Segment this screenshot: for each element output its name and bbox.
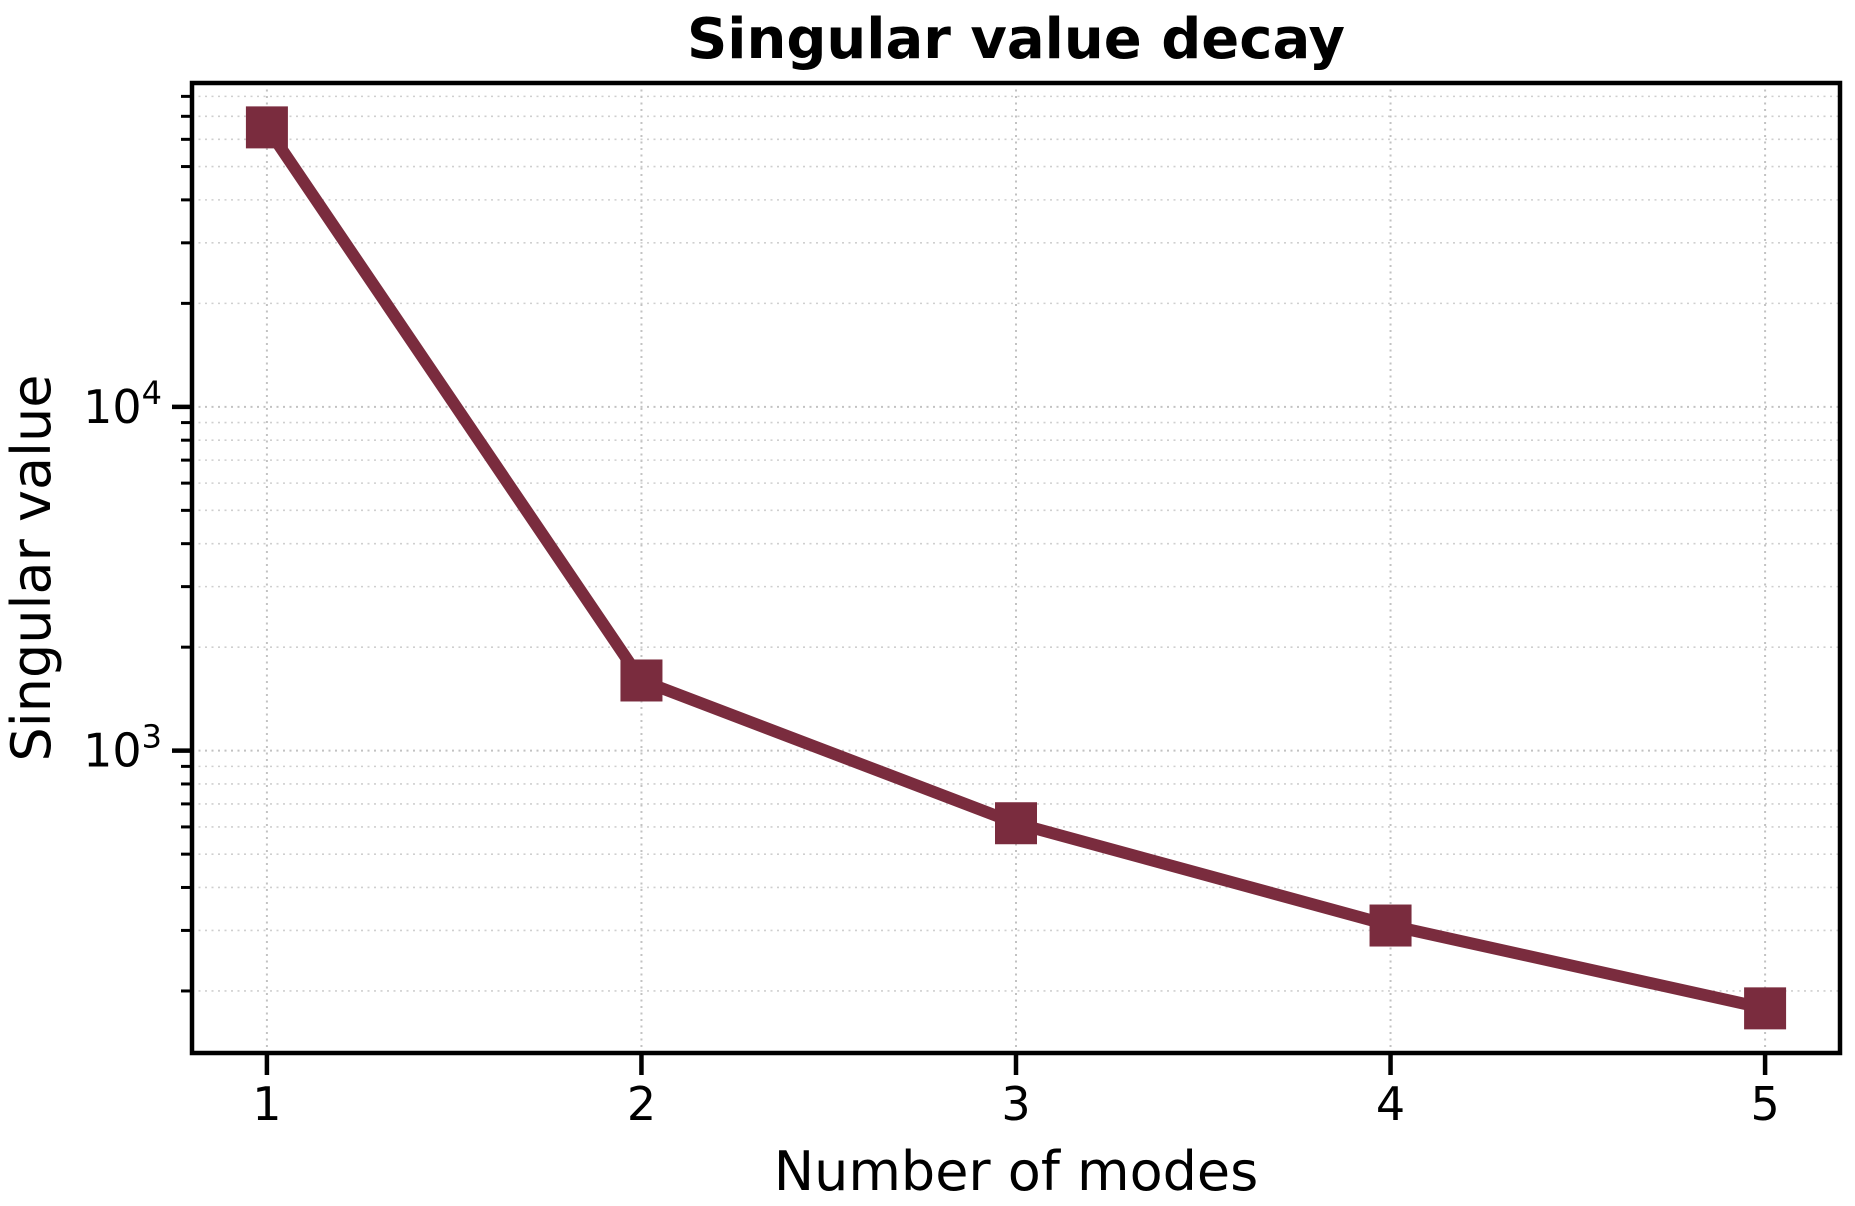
data-point bbox=[995, 802, 1037, 845]
axes-layer: 103 104 1 2 3 4 5 bbox=[83, 80, 1843, 1131]
plot-border bbox=[189, 80, 1843, 1056]
grid-layer bbox=[192, 83, 1840, 1053]
series-layer bbox=[245, 106, 1787, 1030]
x-tick-label: 1 bbox=[252, 1077, 281, 1131]
y-tick-label: 104 bbox=[83, 374, 162, 434]
y-tick-label: 103 bbox=[83, 718, 162, 778]
x-tick-label: 3 bbox=[1001, 1077, 1030, 1131]
y-axis-label: Singular value bbox=[0, 375, 63, 762]
x-tick-label: 5 bbox=[1750, 1077, 1779, 1131]
chart-title: Singular value decay bbox=[687, 7, 1345, 72]
x-tick-label: 2 bbox=[627, 1077, 656, 1131]
data-point bbox=[245, 106, 288, 149]
x-axis-label: Number of modes bbox=[774, 1140, 1259, 1203]
x-tick-label: 4 bbox=[1376, 1077, 1405, 1131]
data-point bbox=[620, 659, 663, 702]
data-point bbox=[1744, 987, 1787, 1030]
data-point bbox=[1369, 904, 1412, 947]
